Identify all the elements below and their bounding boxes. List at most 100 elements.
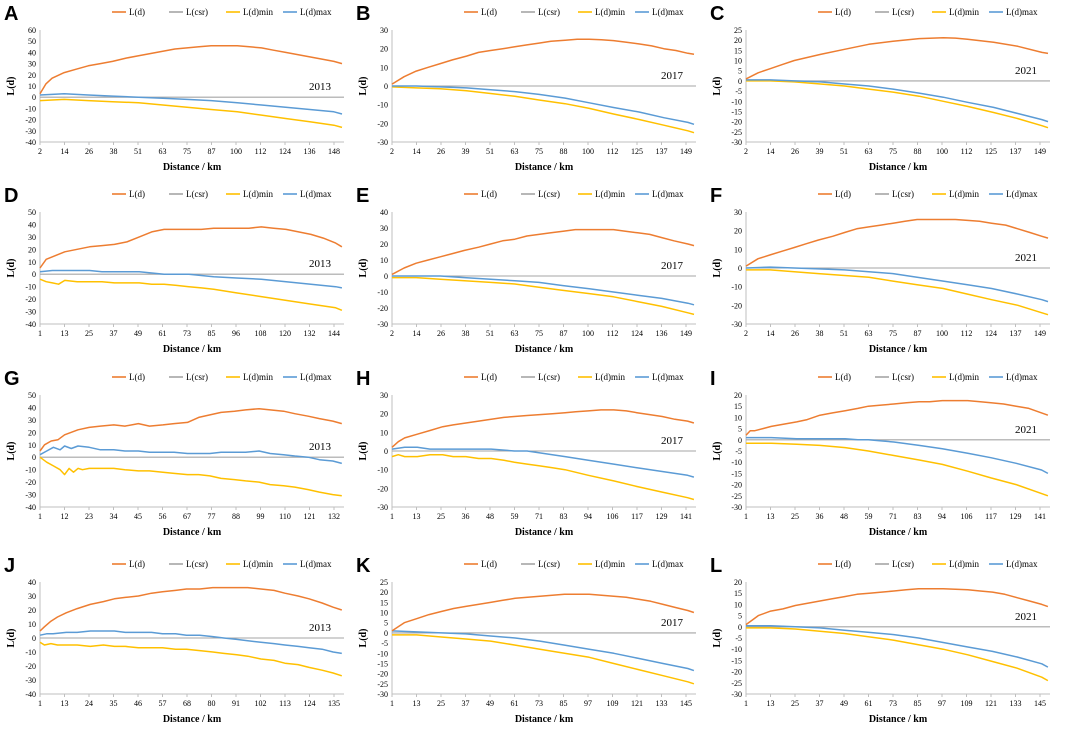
x-tick-label: 141 — [1034, 512, 1046, 521]
series-line-ldmax — [746, 79, 1049, 123]
x-tick-label: 59 — [511, 512, 519, 521]
y-axis-title: L(d) — [6, 442, 17, 461]
x-tick-label: 113 — [279, 699, 291, 708]
legend-label: L(d)max — [652, 559, 684, 569]
year-label: 2013 — [309, 258, 332, 270]
x-tick-label: 26 — [791, 329, 799, 338]
x-tick-label: 117 — [631, 512, 643, 521]
legend-label: L(d)min — [595, 372, 625, 382]
year-label: 2017 — [661, 617, 684, 629]
y-tick-label: 15 — [380, 598, 388, 607]
x-tick-label: 75 — [183, 147, 191, 156]
x-tick-label: 136 — [304, 147, 316, 156]
series-line-ldmin — [39, 98, 343, 129]
x-axis-title: Distance / km — [515, 162, 574, 173]
y-tick-label: 30 — [28, 233, 36, 242]
panel-b: B -30 -20 -10 0 10 20 30 2 14 26 39 51 63 75 88 100 112 12… — [356, 3, 696, 173]
y-tick-label: -10 — [731, 645, 742, 654]
y-tick-label: 0 — [384, 272, 388, 281]
x-tick-label: 100 — [582, 147, 594, 156]
legend: L(d) L(csr) L(d)min L(d)max — [464, 372, 684, 382]
legend-label: L(d)min — [243, 372, 273, 382]
x-tick-label: 61 — [865, 699, 873, 708]
series-line-ldmin — [39, 641, 343, 677]
x-tick-label: 91 — [232, 699, 240, 708]
legend-label: L(d) — [835, 189, 851, 199]
y-tick-label: 40 — [28, 48, 36, 57]
x-tick-label: 13 — [61, 329, 69, 338]
legend-label: L(d)max — [1006, 372, 1038, 382]
year-label: 2017 — [661, 70, 684, 82]
x-tick-label: 26 — [791, 147, 799, 156]
panel-label: C — [710, 3, 724, 25]
legend-label: L(d) — [835, 559, 851, 569]
legend-label: L(d)max — [652, 7, 684, 17]
x-tick-label: 121 — [304, 512, 316, 521]
year-label: 2021 — [1015, 65, 1037, 77]
x-tick-label: 61 — [159, 329, 167, 338]
x-tick-label: 137 — [1010, 147, 1022, 156]
y-tick-label: 20 — [380, 588, 388, 597]
y-tick-label: -30 — [731, 138, 742, 147]
series-line-ldmax — [39, 630, 342, 655]
x-tick-label: 14 — [413, 329, 421, 338]
x-tick-label: 83 — [914, 512, 922, 521]
series-line-ldmax — [39, 93, 343, 115]
y-tick-label: -30 — [25, 127, 36, 136]
y-tick-label: 30 — [28, 60, 36, 69]
y-tick-label: -10 — [25, 466, 36, 475]
legend-label: L(d) — [129, 7, 145, 17]
x-tick-label: 1 — [390, 699, 394, 708]
x-tick-label: 13 — [61, 699, 69, 708]
y-tick-label: -30 — [377, 320, 388, 329]
series-line-ldmax — [391, 630, 695, 672]
x-tick-label: 121 — [631, 699, 643, 708]
x-tick-label: 49 — [840, 699, 848, 708]
series-line-ldmin — [392, 634, 695, 685]
x-tick-label: 37 — [816, 699, 824, 708]
y-tick-label: 0 — [384, 82, 388, 91]
x-tick-label: 1 — [38, 329, 42, 338]
x-tick-label: 125 — [631, 147, 643, 156]
legend-label: L(csr) — [538, 189, 560, 199]
legend-label: L(d) — [481, 372, 497, 382]
legend: L(d) L(csr) L(d)min L(d)max — [112, 7, 332, 17]
y-tick-label: -15 — [377, 659, 388, 668]
x-tick-label: 26 — [437, 147, 445, 156]
y-axis-title: L(d) — [6, 259, 17, 278]
x-tick-label: 137 — [1010, 329, 1022, 338]
y-tick-label: 20 — [380, 240, 388, 249]
series-line-ld — [391, 593, 695, 632]
y-tick-label: 10 — [28, 441, 36, 450]
x-tick-label: 145 — [1034, 699, 1046, 708]
x-tick-label: 39 — [816, 147, 824, 156]
y-tick-label: 5 — [384, 619, 388, 628]
y-tick-label: -15 — [731, 469, 742, 478]
y-axis-title: L(d) — [6, 77, 17, 96]
y-tick-label: 0 — [738, 436, 742, 445]
x-tick-label: 141 — [680, 512, 692, 521]
y-axis-title: L(d) — [358, 629, 369, 648]
y-tick-label: 20 — [28, 606, 36, 615]
series-line-ldmin — [391, 453, 695, 501]
x-tick-label: 102 — [255, 699, 267, 708]
x-tick-label: 2 — [744, 147, 748, 156]
x-tick-label: 88 — [232, 512, 240, 521]
x-tick-label: 87 — [208, 147, 216, 156]
x-tick-label: 129 — [1010, 512, 1022, 521]
panel-l: L -30 -25 -20 -15 -10 -5 0 5 10 15 20 1 13 25 37 49 61 73 8… — [710, 555, 1050, 725]
x-tick-label: 51 — [840, 147, 848, 156]
x-axis-title: Distance / km — [163, 162, 222, 173]
x-tick-label: 35 — [110, 699, 118, 708]
y-tick-label: -30 — [377, 690, 388, 699]
y-tick-label: -5 — [381, 639, 388, 648]
x-tick-label: 12 — [61, 512, 69, 521]
panel-d: D -40 -30 -20 -10 0 10 20 30 40 50 1 13 25 37 49 61 73 85 9… — [4, 185, 344, 355]
year-label: 2017 — [661, 435, 684, 447]
legend: L(d) L(csr) L(d)min L(d)max — [112, 189, 332, 199]
x-tick-label: 73 — [535, 699, 543, 708]
legend-label: L(d)max — [1006, 7, 1038, 17]
x-tick-label: 25 — [437, 699, 445, 708]
year-label: 2013 — [309, 81, 332, 93]
legend-label: L(d)max — [652, 189, 684, 199]
